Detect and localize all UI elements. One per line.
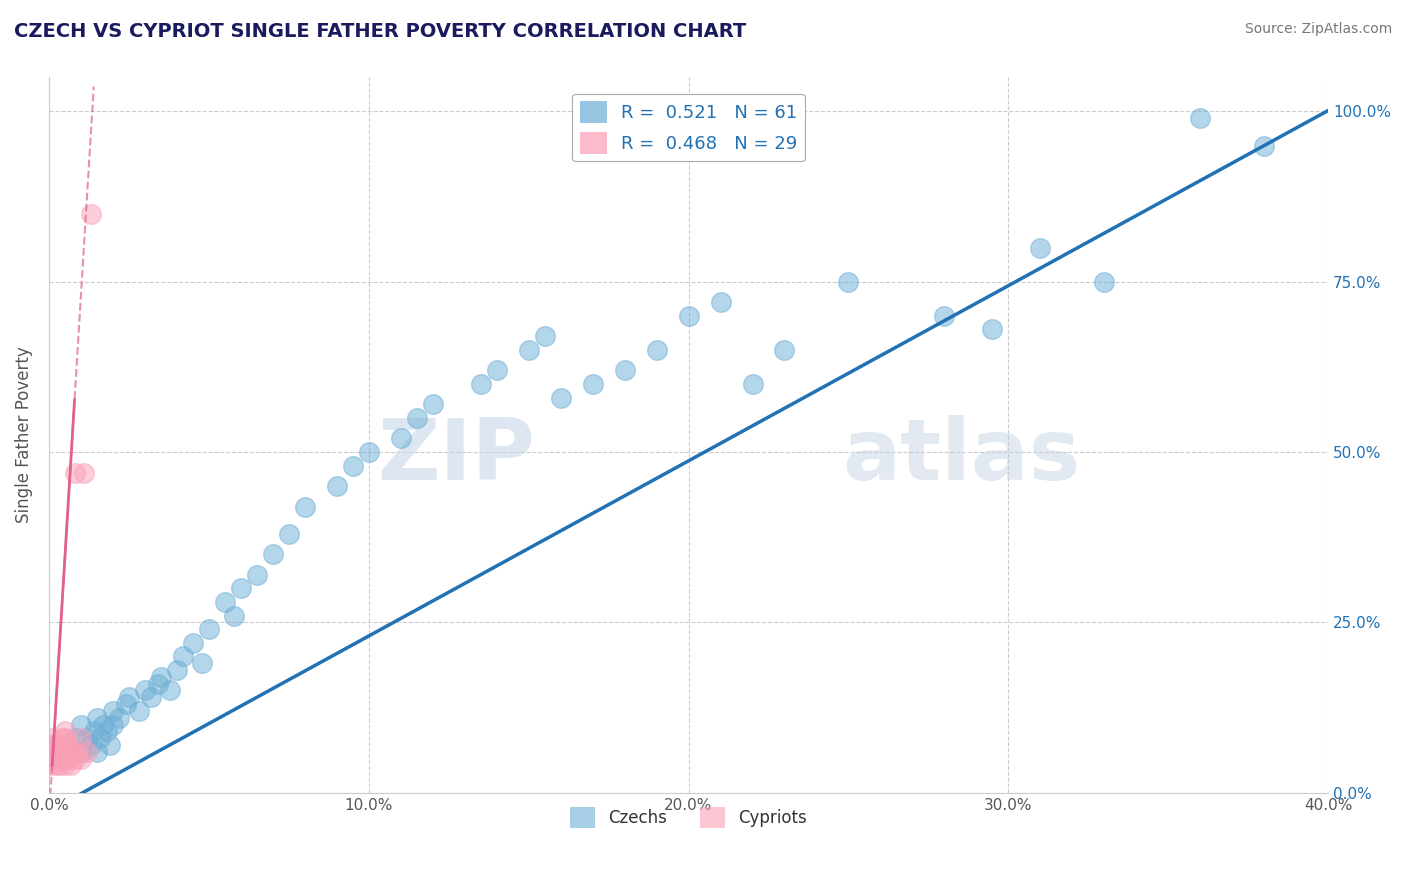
Point xyxy=(91,717,114,731)
Point xyxy=(63,751,86,765)
Point xyxy=(86,711,108,725)
Point xyxy=(101,704,124,718)
Point xyxy=(76,731,98,746)
Point xyxy=(56,751,79,765)
Point xyxy=(613,363,636,377)
Point xyxy=(114,697,136,711)
Point xyxy=(146,676,169,690)
Point xyxy=(141,690,163,705)
Point xyxy=(70,717,93,731)
Point xyxy=(51,738,73,752)
Point xyxy=(48,745,70,759)
Text: atlas: atlas xyxy=(842,415,1080,498)
Point xyxy=(41,731,63,746)
Point xyxy=(70,751,93,765)
Text: ZIP: ZIP xyxy=(377,415,536,498)
Point xyxy=(709,295,731,310)
Point xyxy=(422,397,444,411)
Point xyxy=(89,731,111,746)
Point xyxy=(63,731,86,746)
Point xyxy=(41,751,63,765)
Point xyxy=(44,745,66,759)
Legend: Czechs, Cypriots: Czechs, Cypriots xyxy=(562,801,814,834)
Point xyxy=(38,745,60,759)
Point xyxy=(149,670,172,684)
Point xyxy=(1253,138,1275,153)
Point xyxy=(214,595,236,609)
Point xyxy=(44,738,66,752)
Point xyxy=(76,745,98,759)
Point xyxy=(118,690,141,705)
Point xyxy=(229,582,252,596)
Point xyxy=(63,466,86,480)
Point xyxy=(83,724,105,739)
Point xyxy=(277,526,299,541)
Point xyxy=(181,636,204,650)
Point xyxy=(51,731,73,746)
Point xyxy=(262,547,284,561)
Point xyxy=(645,343,668,357)
Point xyxy=(294,500,316,514)
Point xyxy=(533,329,555,343)
Point xyxy=(485,363,508,377)
Point xyxy=(41,738,63,752)
Point xyxy=(48,758,70,772)
Point xyxy=(70,745,93,759)
Point xyxy=(678,309,700,323)
Point xyxy=(224,608,246,623)
Point xyxy=(53,745,76,759)
Point xyxy=(101,717,124,731)
Point xyxy=(96,724,118,739)
Point xyxy=(73,466,96,480)
Text: CZECH VS CYPRIOT SINGLE FATHER POVERTY CORRELATION CHART: CZECH VS CYPRIOT SINGLE FATHER POVERTY C… xyxy=(14,22,747,41)
Point xyxy=(53,751,76,765)
Point xyxy=(166,663,188,677)
Point xyxy=(934,309,956,323)
Point xyxy=(56,738,79,752)
Point xyxy=(108,711,131,725)
Point xyxy=(53,731,76,746)
Point xyxy=(550,391,572,405)
Point xyxy=(134,683,156,698)
Point xyxy=(79,207,101,221)
Point xyxy=(38,758,60,772)
Point xyxy=(191,657,214,671)
Point xyxy=(1029,241,1052,255)
Point xyxy=(159,683,181,698)
Point xyxy=(53,758,76,772)
Point xyxy=(86,745,108,759)
Point xyxy=(60,758,83,772)
Point xyxy=(1092,275,1115,289)
Point xyxy=(51,751,73,765)
Point xyxy=(517,343,540,357)
Point xyxy=(389,432,412,446)
Point xyxy=(773,343,796,357)
Point xyxy=(342,458,364,473)
Point xyxy=(470,376,492,391)
Point xyxy=(981,322,1004,336)
Point xyxy=(246,567,269,582)
Point xyxy=(837,275,859,289)
Point xyxy=(581,376,603,391)
Point xyxy=(66,745,89,759)
Point xyxy=(326,479,349,493)
Point xyxy=(357,445,380,459)
Point xyxy=(60,745,83,759)
Text: Source: ZipAtlas.com: Source: ZipAtlas.com xyxy=(1244,22,1392,37)
Point xyxy=(172,649,194,664)
Point xyxy=(198,622,221,636)
Point xyxy=(128,704,150,718)
Point xyxy=(741,376,763,391)
Point xyxy=(1189,112,1212,126)
Point xyxy=(98,738,121,752)
Point xyxy=(70,731,93,746)
Point xyxy=(53,724,76,739)
Point xyxy=(44,758,66,772)
Point xyxy=(405,411,427,425)
Y-axis label: Single Father Poverty: Single Father Poverty xyxy=(15,347,32,524)
Point xyxy=(79,738,101,752)
